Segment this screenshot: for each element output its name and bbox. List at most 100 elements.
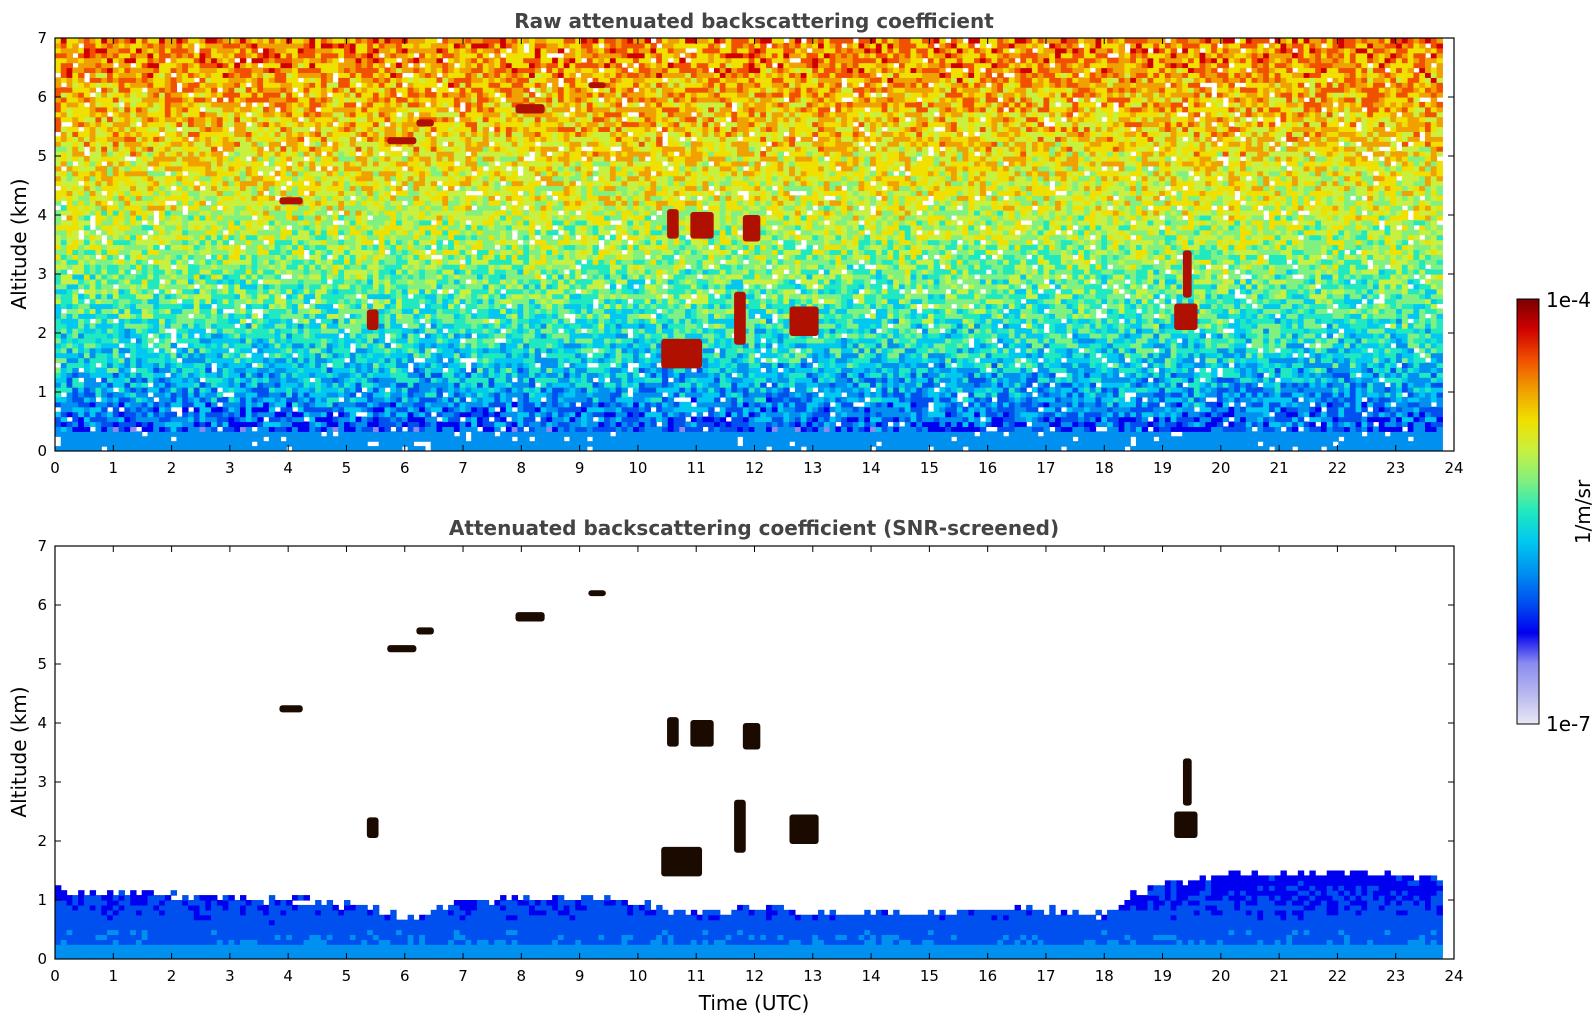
- screened-heatmap-cells: [55, 871, 1443, 960]
- cloud-feature: [743, 723, 760, 750]
- panel-screened-ylabel: Altitude (km): [7, 686, 31, 817]
- y-tick-label: 2: [37, 324, 47, 342]
- panel-raw-title: Raw attenuated backscattering coefficien…: [514, 9, 994, 33]
- cloud-feature: [743, 215, 760, 242]
- cloud-feature: [1183, 758, 1192, 805]
- x-tick-label: 1: [109, 967, 119, 985]
- y-tick-label: 5: [37, 655, 47, 673]
- cloud-feature: [1174, 812, 1197, 839]
- x-tick-label: 13: [803, 967, 822, 985]
- cloud-feature: [279, 197, 302, 204]
- x-tick-label: 16: [978, 459, 997, 477]
- y-tick-label: 0: [37, 442, 47, 460]
- figure: Raw attenuated backscattering coefficien…: [0, 0, 1595, 1020]
- y-tick-label: 7: [37, 537, 47, 555]
- y-tick-label: 1: [37, 891, 47, 909]
- panel-screened-image: [55, 590, 1443, 959]
- cloud-feature: [279, 705, 302, 712]
- panel-raw: Raw attenuated backscattering coefficien…: [7, 9, 1464, 477]
- x-tick-label: 23: [1386, 459, 1405, 477]
- x-tick-label: 17: [1036, 459, 1055, 477]
- x-tick-label: 23: [1386, 967, 1405, 985]
- cloud-feature: [1183, 250, 1192, 297]
- x-tick-label: 16: [978, 967, 997, 985]
- x-tick-label: 18: [1095, 967, 1114, 985]
- cloud-feature: [734, 800, 746, 853]
- y-tick-label: 7: [37, 29, 47, 47]
- cloud-feature: [367, 817, 379, 838]
- y-tick-label: 1: [37, 383, 47, 401]
- x-tick-label: 15: [920, 459, 939, 477]
- cloud-feature: [667, 717, 679, 747]
- raw-heatmap-cells: [55, 38, 1443, 452]
- cloud-feature: [367, 309, 379, 330]
- y-tick-label: 3: [37, 773, 47, 791]
- panel-screened-title: Attenuated backscattering coefficient (S…: [449, 516, 1059, 540]
- x-tick-label: 12: [745, 967, 764, 985]
- cloud-feature: [690, 212, 713, 239]
- x-tick-label: 22: [1328, 459, 1347, 477]
- y-tick-label: 4: [37, 206, 47, 224]
- cloud-feature: [789, 306, 818, 336]
- cloud-feature: [667, 209, 679, 239]
- y-tick-label: 2: [37, 832, 47, 850]
- x-tick-label: 8: [517, 967, 527, 985]
- cloud-feature: [516, 612, 545, 621]
- x-tick-label: 11: [687, 967, 706, 985]
- x-tick-label: 10: [628, 459, 647, 477]
- x-tick-label: 24: [1444, 459, 1463, 477]
- x-tick-label: 20: [1211, 967, 1230, 985]
- colorbar-min-label: 1e-7: [1546, 712, 1591, 736]
- cloud-feature: [416, 119, 433, 126]
- y-tick-label: 5: [37, 147, 47, 165]
- x-tick-label: 19: [1153, 967, 1172, 985]
- panel-screened-xlabel: Time (UTC): [698, 991, 810, 1015]
- panel-raw-ylabel: Altitude (km): [7, 178, 31, 309]
- x-tick-label: 4: [283, 967, 293, 985]
- x-tick-label: 7: [458, 459, 468, 477]
- x-tick-label: 6: [400, 967, 410, 985]
- cloud-feature: [690, 720, 713, 747]
- x-tick-label: 4: [283, 459, 293, 477]
- x-tick-label: 5: [342, 967, 352, 985]
- x-tick-label: 0: [50, 459, 60, 477]
- x-tick-label: 2: [167, 459, 177, 477]
- panel-screened: Attenuated backscattering coefficient (S…: [7, 516, 1464, 1015]
- x-tick-label: 13: [803, 459, 822, 477]
- x-tick-label: 21: [1270, 459, 1289, 477]
- x-tick-label: 21: [1270, 967, 1289, 985]
- x-tick-label: 11: [687, 459, 706, 477]
- colorbar: 1e-4 1e-7 1/m/sr: [1517, 288, 1595, 736]
- x-tick-label: 10: [628, 967, 647, 985]
- y-tick-label: 6: [37, 88, 47, 106]
- x-tick-label: 20: [1211, 459, 1230, 477]
- x-tick-label: 9: [575, 459, 585, 477]
- x-tick-label: 1: [109, 459, 119, 477]
- colorbar-unit-label: 1/m/sr: [1571, 479, 1595, 544]
- cloud-feature: [516, 104, 545, 113]
- cloud-feature: [387, 645, 416, 652]
- x-tick-label: 12: [745, 459, 764, 477]
- x-tick-label: 9: [575, 967, 585, 985]
- cloud-feature: [734, 292, 746, 345]
- x-tick-label: 8: [517, 459, 527, 477]
- cloud-feature: [661, 339, 702, 369]
- colorbar-gradient: [1517, 299, 1539, 724]
- cloud-feature: [588, 590, 605, 596]
- y-tick-label: 4: [37, 714, 47, 732]
- x-tick-label: 17: [1036, 967, 1055, 985]
- cloud-feature: [387, 137, 416, 144]
- x-tick-label: 0: [50, 967, 60, 985]
- y-tick-label: 0: [37, 950, 47, 968]
- colorbar-max-label: 1e-4: [1546, 288, 1591, 312]
- x-tick-label: 5: [342, 459, 352, 477]
- x-tick-label: 24: [1444, 967, 1463, 985]
- x-tick-label: 14: [862, 459, 881, 477]
- y-tick-label: 6: [37, 596, 47, 614]
- x-tick-label: 3: [225, 459, 235, 477]
- x-tick-label: 15: [920, 967, 939, 985]
- x-tick-label: 3: [225, 967, 235, 985]
- x-tick-label: 18: [1095, 459, 1114, 477]
- panel-raw-image: [55, 38, 1443, 452]
- x-tick-label: 7: [458, 967, 468, 985]
